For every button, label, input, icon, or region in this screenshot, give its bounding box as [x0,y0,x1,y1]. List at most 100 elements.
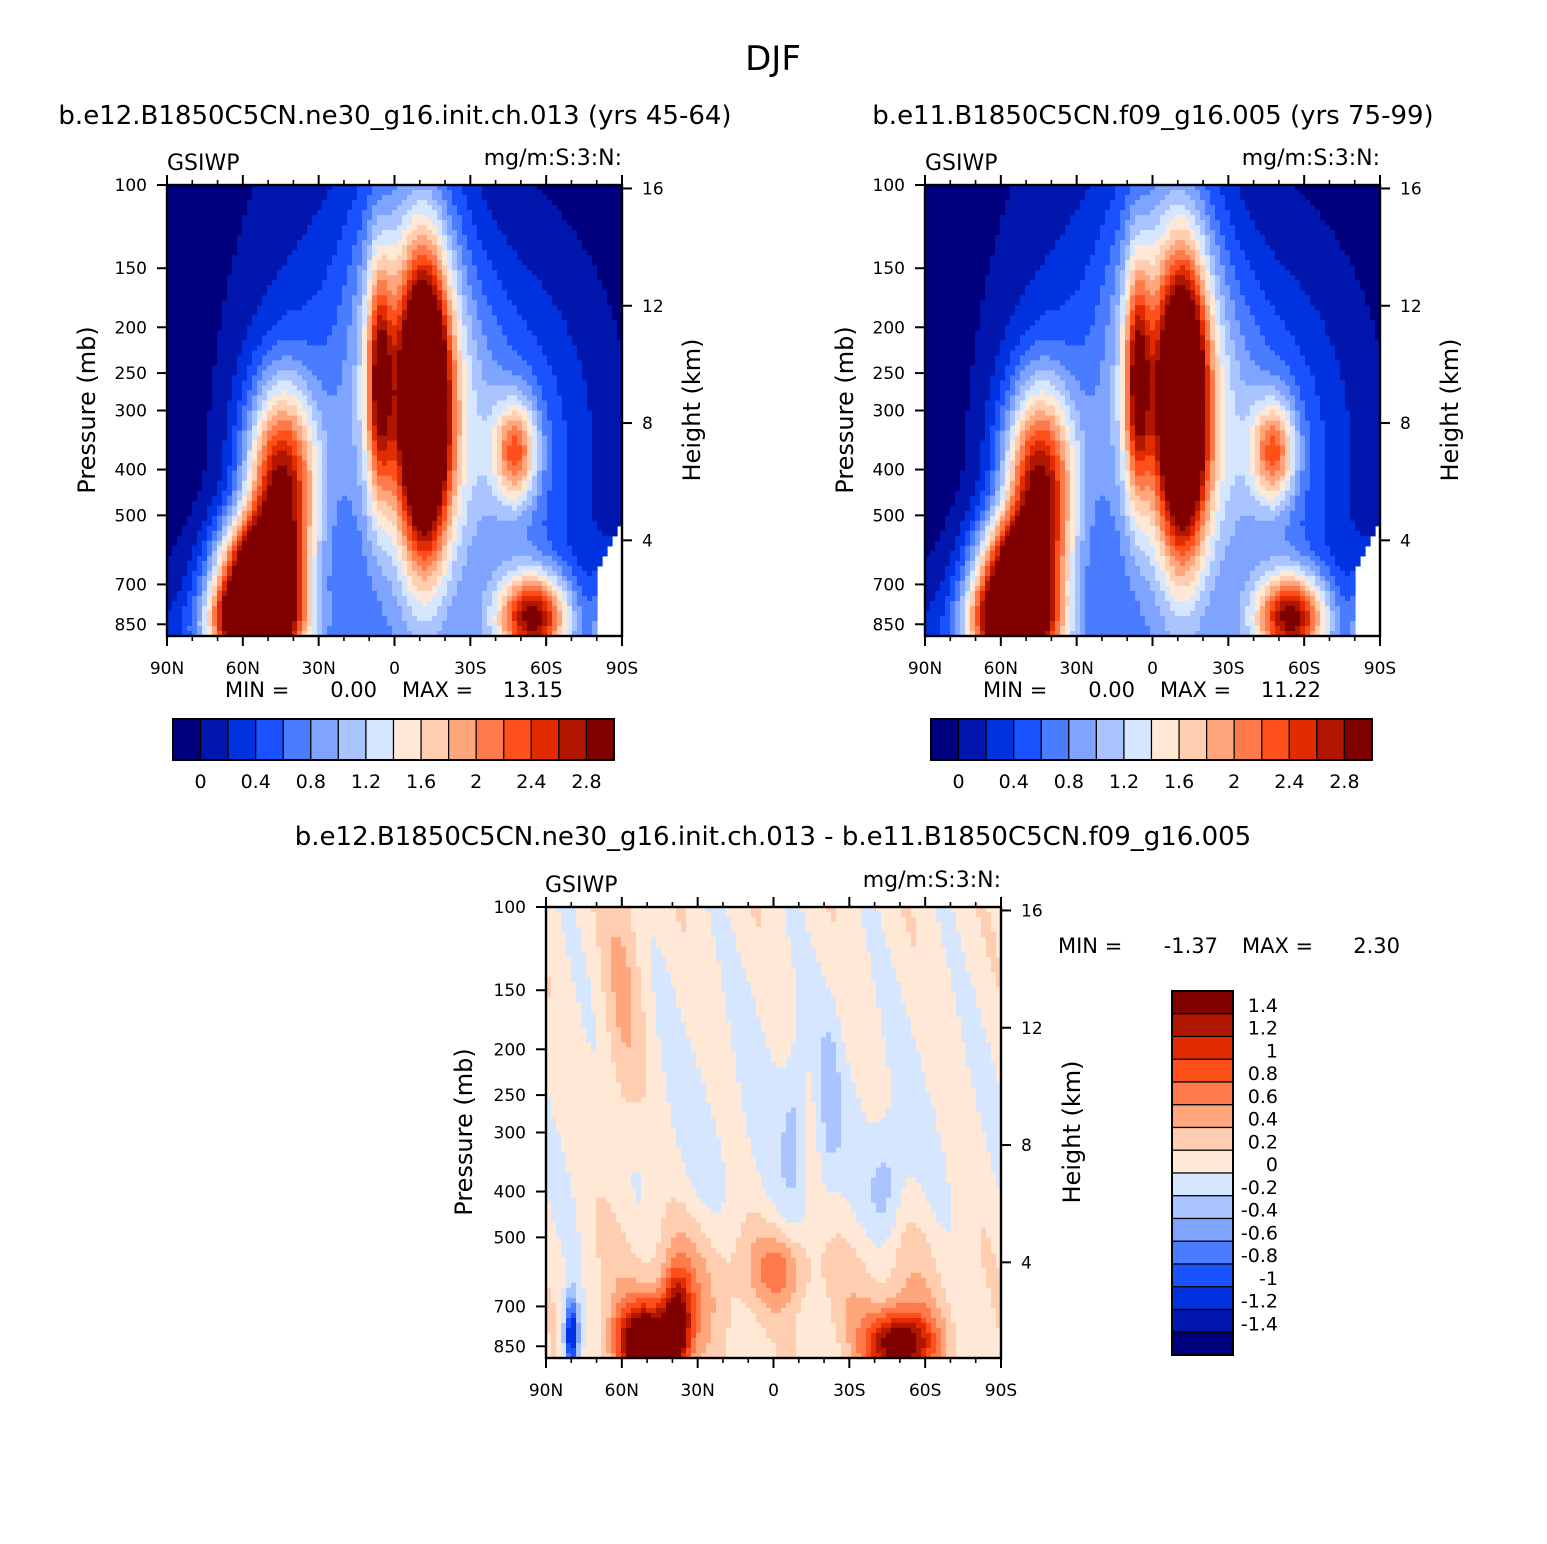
contour-cell [562,375,568,382]
contour-cell [302,325,308,331]
contour-cell [497,415,503,422]
contour-cell [317,255,323,261]
contour-cell [577,330,583,336]
contour-cell [247,285,253,291]
contour-cell [352,335,358,341]
contour-cell [522,220,528,226]
contour-cell [407,310,413,316]
contour-cell [237,195,243,201]
contour-cell [212,290,218,296]
contour-cell [477,200,483,206]
contour-cell [597,415,603,422]
contour-cell [587,430,593,437]
contour-cell [497,305,503,311]
contour-cell [487,305,493,311]
contour-cell [277,245,283,251]
contour-cell [547,400,553,407]
contour-cell [432,445,438,452]
contour-cell [417,315,423,321]
contour-cell [292,410,298,417]
contour-cell [227,435,233,442]
contour-cell [542,205,548,211]
contour-cell [387,435,393,442]
contour-cell [257,370,263,377]
contour-cell [202,335,208,341]
contour-cell [272,345,278,351]
contour-cell [372,285,378,291]
contour-cell [227,445,233,452]
contour-cell [562,365,568,372]
contour-cell [267,225,273,231]
contour-cell [357,285,363,291]
contour-cell [602,305,608,311]
contour-cell [407,215,413,221]
contour-cell [547,375,553,382]
contour-cell [217,280,223,286]
contour-cell [177,335,183,341]
contour-cell [197,415,203,422]
contour-cell [337,375,343,382]
contour-cell [397,240,403,246]
contour-cell [532,340,538,346]
contour-cell [337,205,343,211]
contour-cell [497,425,503,432]
contour-cell [167,390,173,397]
contour-cell [352,195,358,201]
contour-cell [442,365,448,372]
contour-cell [412,230,418,236]
contour-cell [537,205,543,211]
contour-cell [582,220,588,226]
contour-cell [457,235,463,241]
contour-cell [242,260,248,266]
contour-cell [432,190,438,196]
contour-cell [287,200,293,206]
contour-cell [432,270,438,276]
contour-cell [457,385,463,392]
contour-cell [282,370,288,377]
contour-cell [592,205,598,211]
contour-cell [572,335,578,341]
contour-cell [387,410,393,417]
contour-cell [267,285,273,291]
contour-cell [377,270,383,276]
contour-cell [302,360,308,366]
contour-cell [172,235,178,241]
contour-cell [292,370,298,377]
contour-cell [492,215,498,221]
contour-cell [367,415,373,422]
contour-cell [517,200,523,206]
contour-cell [482,310,488,316]
contour-cell [442,250,448,256]
contour-cell [467,270,473,276]
contour-cell [232,320,238,326]
contour-cell [357,265,363,271]
contour-cell [412,225,418,231]
contour-cell [177,240,183,246]
contour-cell [242,455,248,462]
contour-cell [202,390,208,397]
contour-cell [167,405,173,412]
contour-cell [462,300,468,306]
contour-cell [352,310,358,316]
contour-cell [187,360,193,366]
contour-cell [182,205,188,211]
contour-cell [242,205,248,211]
contour-cell [167,185,173,191]
contour-cell [617,260,623,266]
contour-cell [402,455,408,462]
contour-cell [177,225,183,231]
contour-cell [527,415,533,422]
contour-cell [347,415,353,422]
contour-cell [592,225,598,231]
contour-cell [312,355,318,361]
contour-cell [502,215,508,221]
contour-cell [447,350,453,356]
contour-cell [337,385,343,392]
contour-cell [532,410,538,417]
contour-cell [367,385,373,392]
contour-cell [482,290,488,296]
contour-cell [482,245,488,251]
contour-cell [557,380,563,387]
contour-cell [507,290,513,296]
contour-cell [287,395,293,402]
